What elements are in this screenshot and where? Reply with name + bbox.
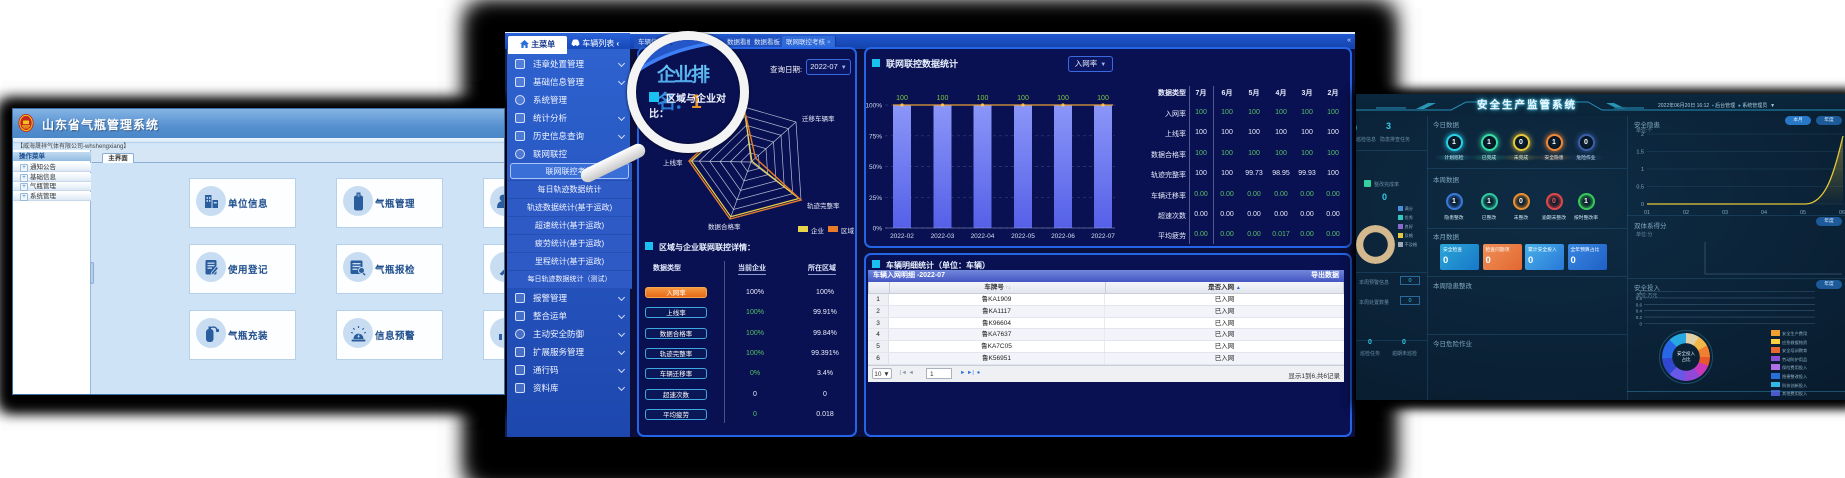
svg-text:04: 04 xyxy=(1761,210,1767,216)
svg-text:0.6: 0.6 xyxy=(1636,302,1643,307)
svg-text:100%: 100% xyxy=(865,103,882,110)
svg-text:06: 06 xyxy=(1839,210,1845,216)
svg-text:50%: 50% xyxy=(869,164,882,171)
svg-text:05: 05 xyxy=(1800,210,1806,216)
svg-text:0: 0 xyxy=(1639,322,1642,327)
svg-text:1: 1 xyxy=(1641,167,1644,173)
svg-text:25%: 25% xyxy=(869,195,882,202)
svg-text:03: 03 xyxy=(1722,210,1728,216)
svg-text:02: 02 xyxy=(1683,210,1689,216)
svg-text:100: 100 xyxy=(1097,95,1109,102)
svg-text:2022-07: 2022-07 xyxy=(1091,233,1115,240)
svg-text:1.5: 1.5 xyxy=(1636,150,1644,156)
svg-text:0: 0 xyxy=(1641,202,1644,208)
svg-text:100: 100 xyxy=(937,95,949,102)
svg-text:0.8: 0.8 xyxy=(1636,296,1643,301)
svg-text:0.2: 0.2 xyxy=(1636,315,1643,320)
svg-text:0%: 0% xyxy=(873,226,883,233)
svg-text:2022-04: 2022-04 xyxy=(971,233,995,240)
svg-text:0.5: 0.5 xyxy=(1636,185,1644,191)
svg-text:2: 2 xyxy=(1641,132,1644,138)
svg-text:1: 1 xyxy=(1639,290,1642,295)
svg-text:75%: 75% xyxy=(869,133,882,140)
svg-text:2022-03: 2022-03 xyxy=(931,233,955,240)
svg-text:2022-06: 2022-06 xyxy=(1051,233,1075,240)
svg-text:0.4: 0.4 xyxy=(1636,309,1643,314)
svg-text:01: 01 xyxy=(1644,210,1650,216)
svg-text:2022-05: 2022-05 xyxy=(1011,233,1035,240)
svg-text:100: 100 xyxy=(896,95,908,102)
svg-text:2022-02: 2022-02 xyxy=(890,233,914,240)
svg-text:100: 100 xyxy=(977,95,989,102)
svg-text:100: 100 xyxy=(1057,95,1069,102)
svg-text:100: 100 xyxy=(1017,95,1029,102)
